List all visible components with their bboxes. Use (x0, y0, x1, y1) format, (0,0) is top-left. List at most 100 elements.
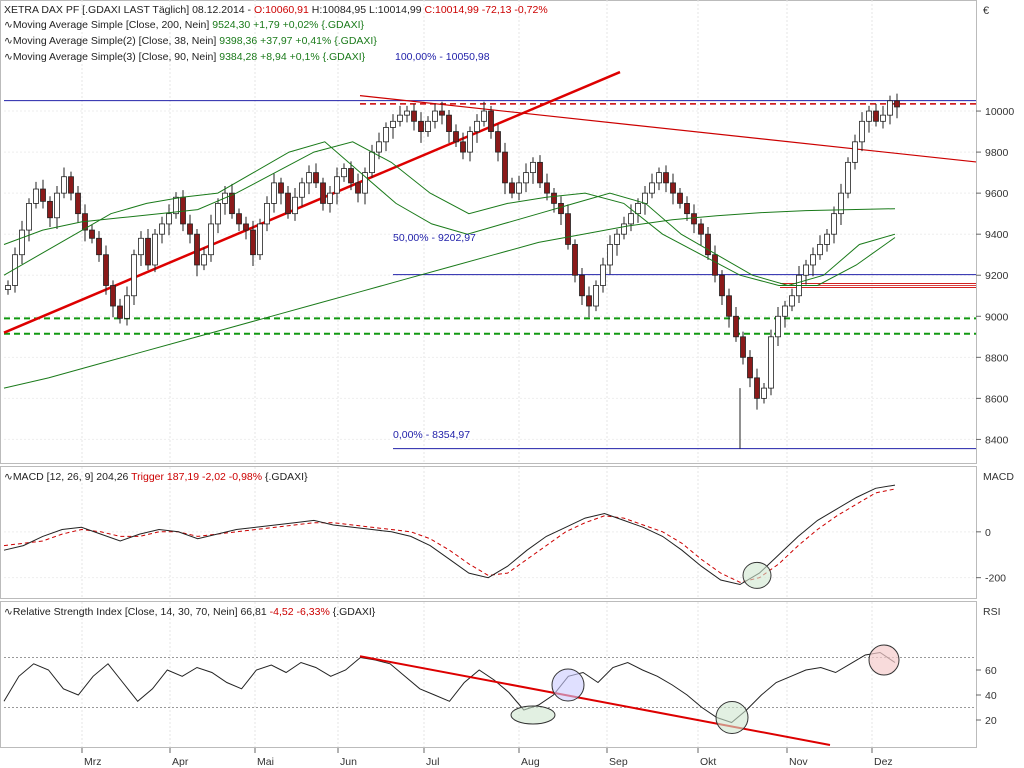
candle-body (236, 213, 242, 225)
candle-body (803, 264, 809, 276)
candle-body (404, 110, 410, 116)
x-axis: Mrz Apr Mai Jun Jul Aug Sep Okt Nov Dez (81, 748, 893, 768)
candle-body (740, 336, 746, 358)
y-tick-label: 8400 (985, 434, 1009, 446)
candle-body (859, 120, 865, 143)
y-tick-label: 9800 (985, 147, 1009, 159)
fib-0-label: 0,00% - 8354,97 (393, 429, 470, 441)
candle-body (719, 274, 725, 297)
candle-body (831, 213, 837, 235)
rsi-circle-oct (715, 701, 749, 734)
header-open: O:10060,91 (254, 4, 309, 16)
candle-body (726, 295, 732, 317)
y-tick-label: 40 (985, 690, 997, 702)
candle-body (838, 192, 844, 215)
header-low: L:10014,99 (369, 4, 422, 16)
y-tick-label: 9200 (985, 270, 1009, 282)
macd-plot (3, 484, 896, 589)
candle-body (628, 213, 634, 225)
candle-body (425, 120, 431, 132)
x-tick-label: Okt (700, 756, 716, 768)
candle-body (579, 274, 585, 297)
candle-body (33, 188, 39, 204)
y-tick-label: 0 (985, 527, 991, 539)
candle-body (474, 120, 480, 132)
y-tick-label: 60 (985, 665, 997, 677)
uptrend-line (3, 70, 621, 334)
candle-body (537, 161, 543, 184)
header-high: H:10084,95 (312, 4, 366, 16)
candle-body (460, 141, 466, 153)
downtrend-line (359, 95, 977, 163)
candle-body (544, 182, 550, 194)
candle-body (572, 244, 578, 276)
candle-body (68, 176, 74, 194)
candle-body (47, 200, 53, 219)
main-panel-frame (0, 0, 977, 464)
candle-body (334, 176, 340, 194)
y-tick-label: 10000 (985, 106, 1014, 118)
ma3-value: 9384,28 +8,94 +0,1% {.GDAXI} (219, 51, 365, 63)
y-tick-label: 8600 (985, 393, 1009, 405)
rsi-circle-dez (868, 644, 900, 676)
candle-body (621, 223, 627, 235)
rsi-circle-breakout (551, 668, 585, 702)
candle-body (866, 110, 872, 122)
candle-body (789, 295, 795, 307)
rsi-y-axis: 60 40 20 (976, 665, 997, 727)
candle-body (775, 315, 781, 338)
rsi-plot (3, 644, 976, 746)
candle-body (565, 213, 571, 245)
candle-body (348, 168, 354, 184)
candle-body (194, 233, 200, 266)
ma-200-line (3, 208, 896, 389)
candle-body (670, 182, 676, 194)
candle-body (306, 172, 312, 184)
candle-body (292, 196, 298, 215)
macd-y-axis: 0 -200 (976, 527, 1006, 585)
candle-body (96, 237, 102, 256)
ma1-value: 9524,30 +1,79 +0,02% {.GDAXI} (212, 19, 364, 31)
candle-body (530, 161, 536, 174)
candle-body (257, 223, 263, 256)
candle-body (691, 213, 697, 225)
candle-body (705, 233, 711, 256)
fib-100-label: 100,00% - 10050,98 (395, 51, 490, 63)
candle-body (327, 192, 333, 204)
candle-body (635, 203, 641, 215)
candle-body (264, 203, 270, 225)
candle-body (124, 295, 130, 319)
candle-body (656, 172, 662, 184)
candle-body (467, 131, 473, 153)
candle-body (152, 233, 158, 266)
candle-body (747, 356, 753, 379)
candle-body (488, 110, 494, 132)
macd-trigger: Trigger 187,19 -2,02 -0,98% (131, 471, 262, 483)
candle-body (845, 161, 851, 194)
candle-body (390, 120, 396, 128)
svg-text:∿Moving Average Simple(2) [Clo: ∿Moving Average Simple(2) [Close, 38, Ne… (4, 35, 377, 47)
x-tick-label: Sep (609, 756, 628, 768)
candle-body (551, 192, 557, 204)
candle-body (208, 223, 214, 256)
candle-body (523, 172, 529, 184)
candle-body (173, 196, 179, 215)
candle-body (698, 223, 704, 235)
candle-body (250, 229, 256, 256)
candle-body (509, 182, 515, 194)
x-tick-label: Dez (874, 756, 893, 768)
candle-body (341, 168, 347, 178)
candle-body (145, 237, 151, 266)
candle-body (376, 141, 382, 153)
header-close: C:10014,99 -72,13 -0,72% (425, 4, 548, 16)
x-tick-label: Jul (426, 756, 439, 768)
x-tick-label: Jun (340, 756, 357, 768)
candle-body (418, 120, 424, 132)
candle-body (593, 285, 599, 307)
candle-body (299, 182, 305, 198)
candle-body (439, 110, 445, 116)
y-tick-label: 8800 (985, 352, 1009, 364)
candle-body (187, 223, 193, 235)
candle-body (887, 100, 893, 116)
